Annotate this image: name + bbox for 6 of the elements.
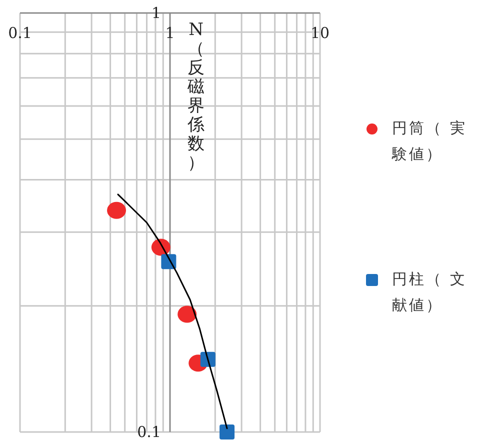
x-tick-label: 1 [165, 24, 175, 42]
legend-label: 円柱（ 文献値） [392, 269, 468, 316]
x-tick-label: 10 [310, 24, 330, 42]
x-tick-label: 0.1 [8, 24, 32, 42]
legend-label: 円筒（ 実験値） [392, 118, 468, 165]
y-axis-title: N（反磁界係数） [186, 20, 204, 173]
